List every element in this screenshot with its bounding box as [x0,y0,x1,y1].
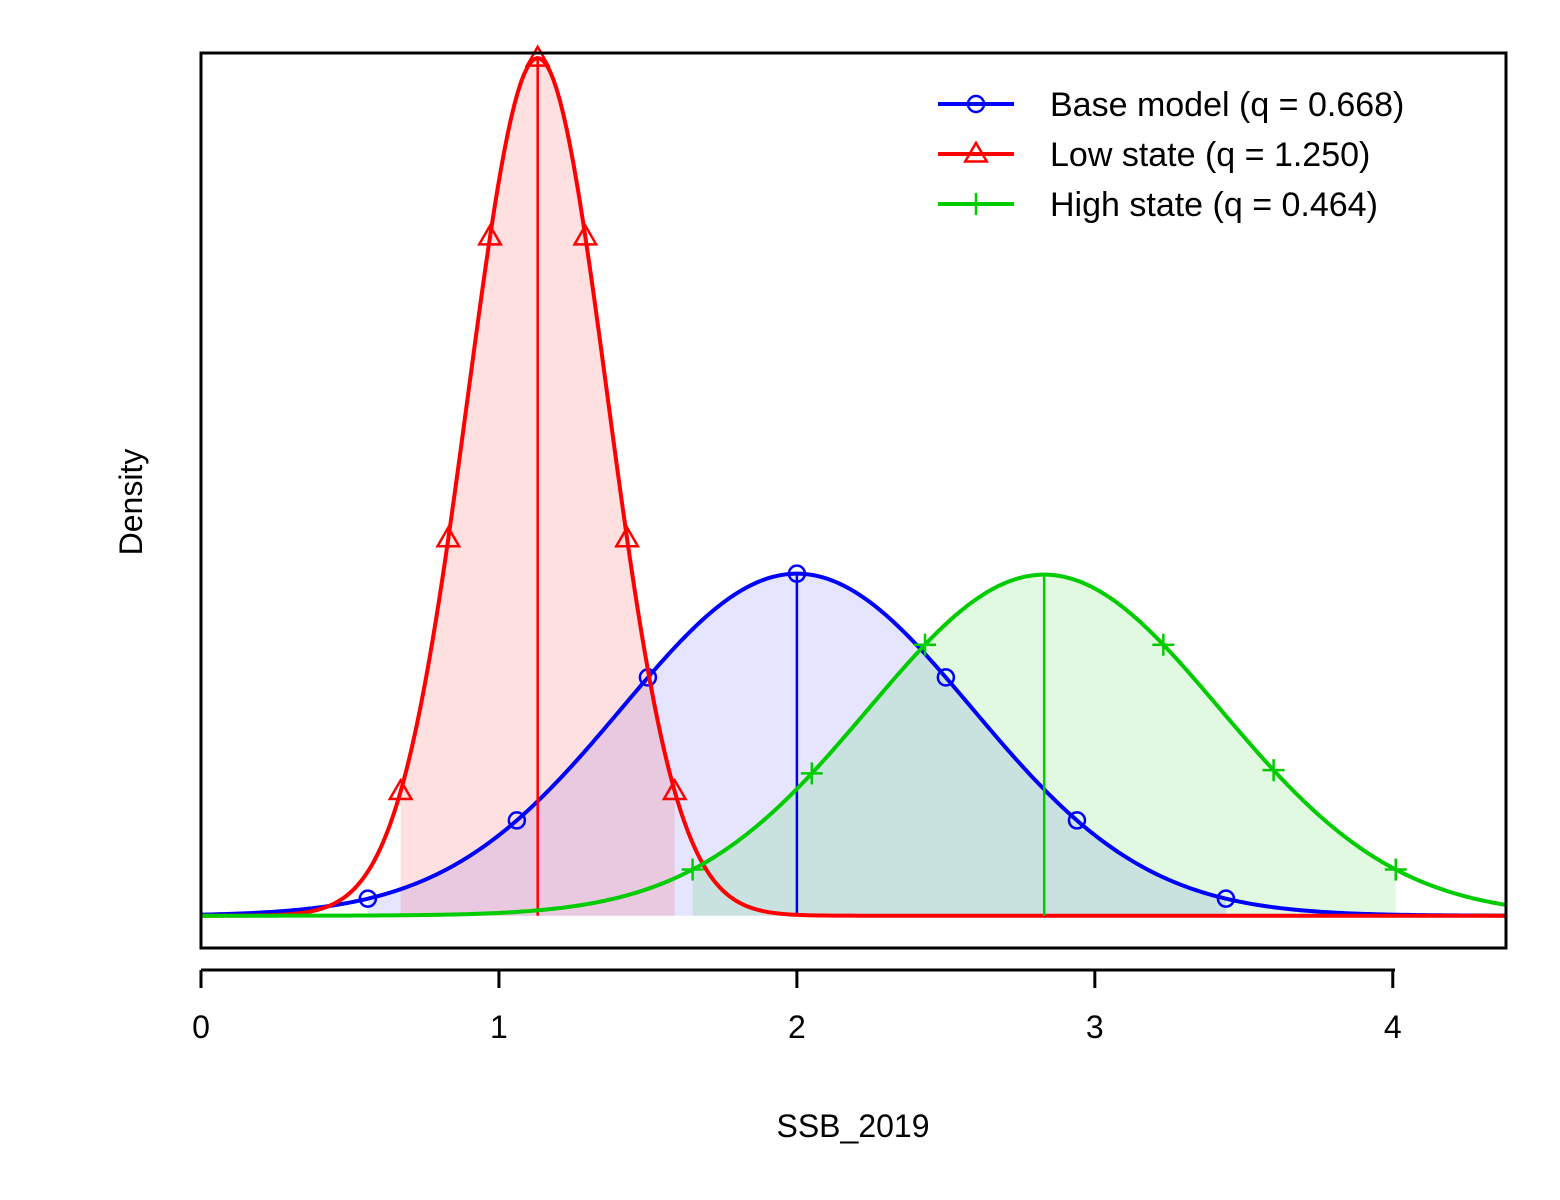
series-high-point-0 [681,858,704,881]
x-tick-label-4: 4 [1384,1009,1402,1045]
series-high-point-3 [1152,633,1175,656]
legend: Base model (q = 0.668) Low state (q = 1.2… [938,86,1404,224]
series-low-point-1 [435,524,462,548]
x-axis-title: SSB_2019 [776,1108,929,1144]
series-low-point-6 [661,777,688,801]
series-low-point-5 [614,524,641,548]
series-low-point-3 [524,44,551,67]
series-low-point-0 [387,777,414,801]
legend-item-low: Low state (q = 1.250) [938,136,1370,174]
x-tick-label-2: 2 [788,1009,806,1045]
legend-item-high: High state (q = 0.464) [938,186,1378,224]
series-low-line [201,56,1506,918]
series-base-point-4 [936,668,956,687]
x-tick-label-1: 1 [490,1009,508,1045]
plot-layer [200,44,1507,918]
y-axis-title: Density [113,449,149,556]
series-base-point-1 [507,811,527,830]
legend-label-low: Low state (q = 1.250) [1050,136,1370,174]
legend-label-base: Base model (q = 0.668) [1050,86,1404,124]
series-high-point-1 [800,762,823,785]
series-high-point-4 [1262,759,1285,782]
series-low-point-4 [572,223,599,246]
series-base-point-0 [358,889,378,908]
legend-label-high: High state (q = 0.464) [1050,186,1378,224]
x-axis: 0 1 2 3 4 [192,968,1402,1045]
x-tick-label-3: 3 [1086,1009,1104,1045]
series-high-point-2 [914,633,937,656]
series-base-point-6 [1216,889,1236,908]
series-low-point-2 [477,223,503,246]
series-high-point-5 [1384,858,1407,881]
x-tick-label-0: 0 [192,1009,210,1045]
series-base-point-5 [1067,811,1087,830]
series-base-point-3 [787,564,807,583]
series-base-line [200,571,1507,918]
series-high-line [201,572,1507,918]
legend-marker-low [963,140,989,163]
legend-marker-base [966,94,986,114]
legend-marker-high [965,193,987,215]
plot-frame [199,51,1508,950]
legend-item-base: Base model (q = 0.668) [938,86,1404,124]
